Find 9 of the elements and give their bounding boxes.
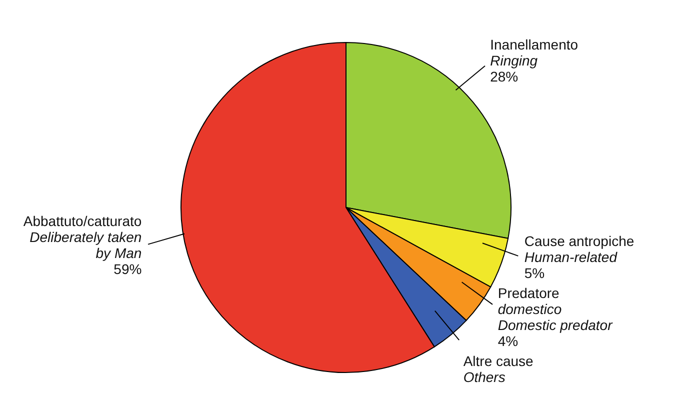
data-label: 59% [114, 261, 142, 278]
data-label: 5% [524, 265, 545, 282]
data-label: 4% [498, 333, 518, 350]
category-label: Altre cause Others [463, 353, 534, 386]
category-label: Abbattuto/catturato Deliberately taken by Man [23, 213, 142, 262]
category-label: Cause antropiche Human-related [524, 233, 634, 266]
data-label: 28% [490, 68, 518, 85]
category-label: Inanellamento Ringing [490, 36, 578, 69]
category-label: Predatore domestico Domestic predator [498, 285, 612, 334]
